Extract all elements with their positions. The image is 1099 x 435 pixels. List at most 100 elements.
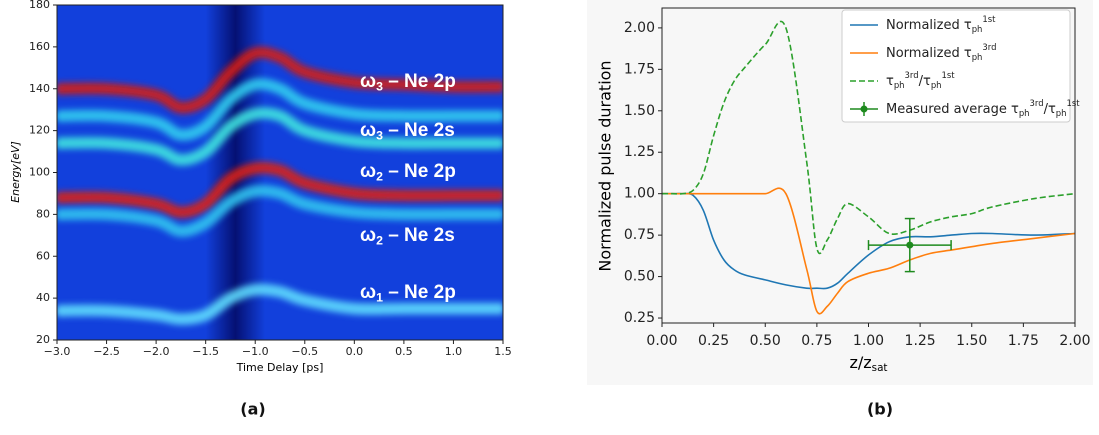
- caption: (b): [867, 400, 893, 419]
- annotation: ω3 – Ne 2p: [360, 71, 456, 94]
- text-part: /τ: [919, 74, 931, 89]
- y-tick-label: 60: [36, 249, 50, 262]
- text-part: – Ne 2p: [383, 71, 456, 92]
- x-tick-label: −2.0: [143, 345, 170, 358]
- text-part: – Ne 2s: [383, 225, 455, 246]
- text-part: 1st: [1067, 98, 1081, 108]
- text-part: 1st: [982, 14, 996, 24]
- text-part: 3rd: [982, 42, 996, 52]
- text-part: ph: [1019, 107, 1030, 117]
- y-tick-label: 140: [29, 82, 50, 95]
- text-part: Normalized τ: [886, 18, 972, 33]
- text-part: z/z: [849, 353, 871, 372]
- x-tick-label: 0.0: [346, 345, 364, 358]
- band: [57, 110, 503, 163]
- text-part: 2: [376, 170, 383, 184]
- text-part: sat: [872, 362, 888, 374]
- annotation: ω2 – Ne 2s: [360, 225, 455, 248]
- text-part: ph: [972, 51, 983, 61]
- text-part: ω: [360, 71, 376, 92]
- text-part: ph: [894, 79, 905, 89]
- text-part: Measured average τ: [886, 102, 1019, 117]
- y-tick-label: 180: [29, 0, 50, 11]
- caption: (a): [240, 400, 265, 419]
- y-tick-label: 160: [29, 40, 50, 53]
- legend-label: τph3rd/τph1st: [886, 70, 955, 90]
- x-tick-label: 1.00: [853, 333, 884, 349]
- x-tick-label: 1.50: [956, 333, 987, 349]
- legend-label: Normalized τph3rd: [886, 42, 996, 62]
- y-tick-label: 80: [36, 207, 50, 220]
- text-part: 2: [376, 234, 383, 248]
- band: [57, 49, 503, 111]
- panel-a: −3.0 −2.5 −2.0 −1.5 −1.0 −0.5 0.0 0.5 1.0 1.5 20 40…: [9, 0, 512, 374]
- text-part: ω: [360, 120, 376, 141]
- y-axis-label: Normalized pulse duration: [596, 60, 615, 271]
- line: [662, 192, 1076, 290]
- text-part: 3: [376, 129, 383, 143]
- text-part: 1st: [942, 70, 956, 80]
- text-part: ph: [1056, 107, 1067, 117]
- text-part: ω: [360, 161, 376, 182]
- x-tick-label: 0.25: [698, 333, 729, 349]
- x-axis-label: z/zsat: [849, 353, 887, 374]
- x-tick-label: 1.5: [494, 345, 512, 358]
- text-part: – Ne 2p: [383, 161, 456, 182]
- legend-box: [841, 9, 1071, 123]
- heatmap: [57, 5, 503, 340]
- y-tick-label: 1.75: [624, 61, 655, 77]
- line: [662, 187, 1076, 315]
- x-tick-label: 1.25: [905, 333, 936, 349]
- y-tick-label: 120: [29, 124, 50, 137]
- x-tick-label: 0.00: [646, 333, 677, 349]
- plot-frame: [661, 7, 1076, 324]
- y-tick-label: 40: [36, 291, 50, 304]
- x-tick-label: −1.5: [192, 345, 219, 358]
- x-tick-label: 1.0: [445, 345, 463, 358]
- y-tick-label: 20: [36, 333, 50, 346]
- y-tick-label: 100: [29, 166, 50, 179]
- y-tick-label: 0.25: [624, 310, 655, 326]
- line: [662, 20, 1076, 255]
- text-part: /τ: [1044, 102, 1056, 117]
- legend-label: Measured average τph3rd/τph1st: [886, 98, 1080, 118]
- x-tick-label: 1.75: [1008, 333, 1039, 349]
- text-part: ω: [360, 282, 376, 303]
- x-axis-label: Time Delay [ps]: [236, 361, 324, 374]
- text-part: – Ne 2p: [383, 282, 456, 303]
- panel-b: 0.00 0.25 0.50 0.75 1.00 1.25 1.50 1.75 2.00 0.25…: [596, 7, 1091, 374]
- text-part: 3rd: [905, 70, 919, 80]
- x-tick-label: −2.5: [93, 345, 120, 358]
- x-tick-label: 2.00: [1059, 333, 1090, 349]
- y-tick-label: 1.50: [624, 103, 655, 119]
- text-part: Normalized τ: [886, 46, 972, 61]
- band: [57, 81, 503, 138]
- legend-swatch: [860, 105, 868, 113]
- x-tick-label: −1.0: [242, 345, 269, 358]
- text-part: ph: [931, 79, 942, 89]
- annotation: ω2 – Ne 2p: [360, 161, 456, 184]
- annotation: ω1 – Ne 2p: [360, 282, 456, 305]
- text-part: ph: [972, 23, 983, 33]
- point: [906, 241, 914, 249]
- x-tick-label: 0.5: [395, 345, 413, 358]
- text-part: τ: [886, 74, 894, 89]
- band: [57, 165, 503, 215]
- legend-label: Normalized τph1st: [886, 14, 996, 34]
- y-tick-label: 2.00: [624, 20, 655, 36]
- text-part: 3: [376, 80, 383, 94]
- text-part: 1: [376, 291, 383, 305]
- y-tick-label: 1.25: [624, 144, 655, 160]
- x-tick-label: 0.75: [801, 333, 832, 349]
- band: [57, 286, 503, 322]
- text-part: ω: [360, 225, 376, 246]
- text-part: – Ne 2s: [383, 120, 455, 141]
- y-axis-label: Energy[eV]: [9, 141, 22, 203]
- x-tick-label: −0.5: [291, 345, 318, 358]
- plot-frame: [56, 4, 504, 341]
- text-part: 3rd: [1030, 98, 1044, 108]
- annotations: ω3 – Ne 2p ω3 – Ne 2s ω2 – Ne 2p ω2 – Ne…: [360, 71, 456, 305]
- x-tick-label: −3.0: [44, 345, 71, 358]
- annotation: ω3 – Ne 2s: [360, 120, 455, 143]
- y-tick-label: 0.75: [624, 227, 655, 243]
